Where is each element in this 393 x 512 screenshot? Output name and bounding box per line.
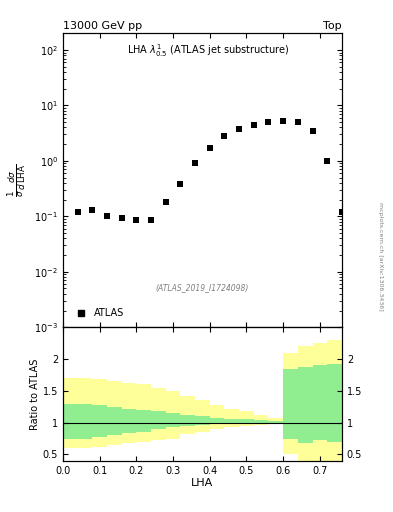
Legend: ATLAS: ATLAS	[68, 305, 128, 323]
Text: mcplots.cern.ch [arXiv:1306.3436]: mcplots.cern.ch [arXiv:1306.3436]	[378, 202, 383, 310]
X-axis label: LHA: LHA	[191, 478, 213, 488]
Text: Top: Top	[323, 21, 342, 31]
Text: (ATLAS_2019_I1724098): (ATLAS_2019_I1724098)	[156, 283, 249, 292]
Text: LHA $\lambda^{1}_{0.5}$ (ATLAS jet substructure): LHA $\lambda^{1}_{0.5}$ (ATLAS jet subst…	[127, 42, 289, 59]
Y-axis label: Ratio to ATLAS: Ratio to ATLAS	[30, 358, 40, 430]
Y-axis label: $\frac{1}{\sigma}\frac{d\sigma}{d\,\mathrm{LHA}}$: $\frac{1}{\sigma}\frac{d\sigma}{d\,\math…	[7, 163, 28, 197]
Text: 13000 GeV pp: 13000 GeV pp	[63, 21, 142, 31]
